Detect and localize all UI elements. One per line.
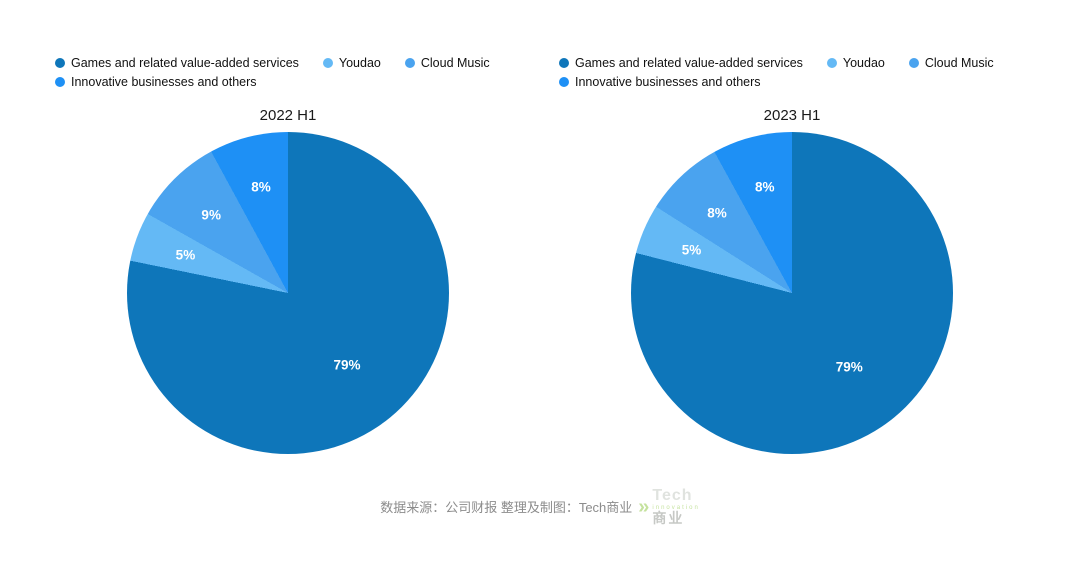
legend-label-youdao: Youdao — [338, 56, 381, 70]
legend-item-innovative: Innovative businesses and others — [559, 75, 761, 89]
legend-item-youdao: Youdao — [322, 56, 381, 70]
legend-item-youdao: Youdao — [826, 56, 885, 70]
legend-label-games: Games and related value-added services — [575, 56, 803, 70]
infographic-canvas: Games and related value-added services Y… — [49, 56, 1031, 525]
pie-slice-label-youdao: 5% — [681, 242, 702, 258]
legend-label-youdao: Youdao — [842, 56, 885, 70]
pie-wrap-2023: 79% 5% 8% 8% — [631, 132, 953, 454]
legend-2022: Games and related value-added services Y… — [49, 56, 527, 89]
pie-wrap-2022: 79% 5% 9% 8% — [127, 132, 449, 454]
watermark-logo: » Tech innovation 商业 — [638, 487, 700, 527]
legend-item-games: Games and related value-added services — [55, 56, 299, 70]
legend-dot-youdao-icon — [826, 58, 837, 68]
watermark-text: Tech innovation 商业 — [652, 487, 700, 527]
watermark-tech: Tech — [652, 487, 693, 504]
legend-dot-games-icon — [55, 58, 65, 68]
chart-panel-2023: Games and related value-added services Y… — [553, 56, 1031, 454]
pie-slice-label-games: 79% — [333, 357, 361, 373]
footer: 数据来源：公司财报 整理及制图：Tech商业 » Tech innovation… — [0, 487, 1080, 527]
legend-item-cloud-music: Cloud Music — [908, 56, 994, 70]
legend-label-innovative: Innovative businesses and others — [575, 75, 761, 89]
watermark-innovation: innovation — [652, 504, 700, 511]
chart-title-2023: 2023 H1 — [763, 107, 821, 124]
charts-row: Games and related value-added services Y… — [49, 56, 1031, 454]
chart-panel-2022: Games and related value-added services Y… — [49, 56, 527, 454]
watermark-brand: 商业 — [652, 510, 685, 527]
legend-dot-cloud-music-icon — [404, 58, 415, 68]
legend-dot-innovative-icon — [55, 77, 65, 87]
pie-slice-label-cloud-music: 8% — [707, 205, 727, 221]
legend-item-innovative: Innovative businesses and others — [55, 75, 257, 89]
legend-2023: Games and related value-added services Y… — [553, 56, 1031, 89]
legend-label-cloud-music: Cloud Music — [924, 56, 994, 70]
legend-label-cloud-music: Cloud Music — [420, 56, 490, 70]
legend-dot-youdao-icon — [322, 58, 333, 68]
legend-dot-cloud-music-icon — [908, 58, 919, 68]
legend-label-innovative: Innovative businesses and others — [71, 75, 257, 89]
pie-slice-label-innovative: 8% — [755, 179, 775, 195]
pie-slice-label-innovative: 8% — [251, 179, 271, 195]
pie-slice-label-cloud-music: 9% — [201, 207, 221, 223]
legend-item-games: Games and related value-added services — [559, 56, 803, 70]
legend-dot-games-icon — [559, 58, 569, 68]
pie-chart-2023 — [631, 132, 953, 454]
pie-chart-2022 — [127, 132, 449, 454]
legend-label-games: Games and related value-added services — [71, 56, 299, 70]
pie-slice-label-games: 79% — [835, 359, 863, 375]
data-source-text: 数据来源：公司财报 整理及制图：Tech商业 — [380, 500, 633, 516]
legend-item-cloud-music: Cloud Music — [404, 56, 490, 70]
watermark-arrow-icon: » — [638, 495, 650, 518]
chart-title-2022: 2022 H1 — [259, 107, 317, 124]
legend-dot-innovative-icon — [559, 77, 569, 87]
pie-slice-label-youdao: 5% — [175, 247, 196, 263]
